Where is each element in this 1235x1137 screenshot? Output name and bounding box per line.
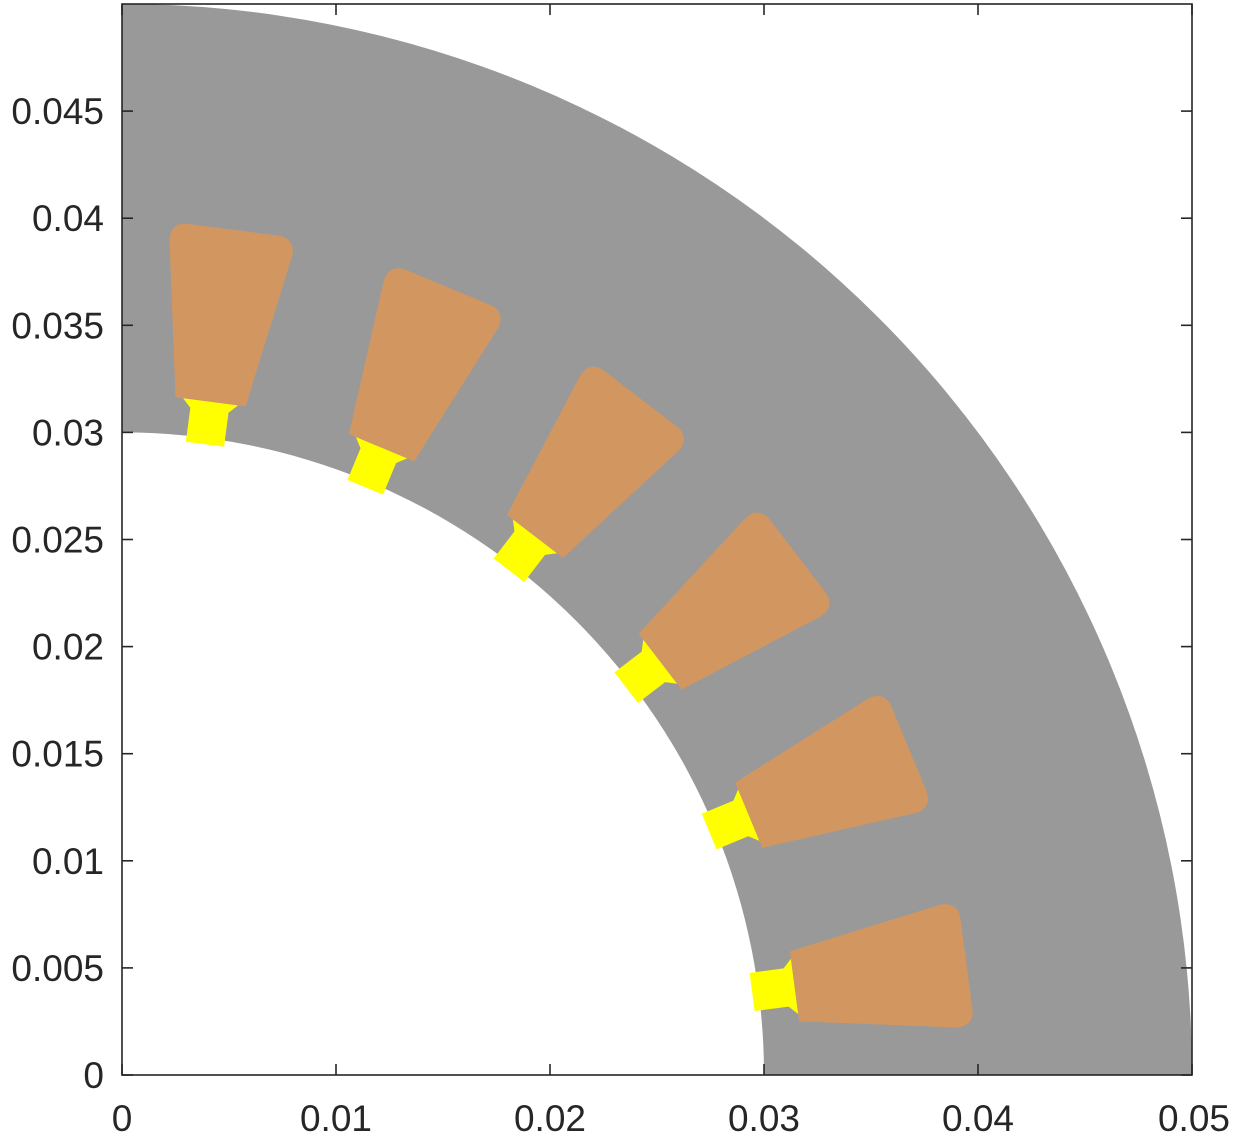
y-tick-label: 0.03 bbox=[32, 412, 104, 453]
slot-winding-1 bbox=[789, 904, 973, 1028]
slot-winding-4 bbox=[506, 366, 684, 558]
slot-opening-5 bbox=[347, 437, 408, 495]
x-tick-label: 0.01 bbox=[300, 1098, 372, 1137]
y-tick-labels: 0 0.005 0.01 0.015 0.02 0.025 0.03 0.035 0.04 0.0… bbox=[11, 91, 104, 1096]
slot-opening-3 bbox=[614, 639, 678, 704]
slot-winding-2 bbox=[735, 696, 929, 848]
slot-winding-3 bbox=[638, 512, 830, 690]
slot-winding-6 bbox=[169, 223, 293, 407]
slot-opening-4 bbox=[493, 519, 558, 583]
x-tick-label: 0.05 bbox=[1158, 1098, 1230, 1137]
y-tick-label: 0.04 bbox=[32, 198, 104, 239]
y-tick-label: 0.015 bbox=[11, 734, 104, 775]
y-tick-label: 0.01 bbox=[32, 841, 104, 882]
x-tick-label: 0 bbox=[112, 1098, 133, 1137]
stator-core bbox=[122, 4, 1192, 1075]
y-tick-label: 0.035 bbox=[11, 305, 104, 346]
x-tick-label: 0.02 bbox=[514, 1098, 586, 1137]
y-tick-label: 0.02 bbox=[32, 627, 104, 668]
slot-winding-5 bbox=[348, 268, 501, 462]
slot-opening-2 bbox=[701, 789, 760, 850]
y-tick-label: 0.025 bbox=[11, 520, 104, 561]
geometry-layer bbox=[122, 4, 1192, 1075]
y-tick-label: 0 bbox=[83, 1055, 104, 1096]
x-tick-label: 0.03 bbox=[728, 1098, 800, 1137]
x-tick-label: 0.04 bbox=[942, 1098, 1014, 1137]
y-tick-label: 0.005 bbox=[11, 948, 104, 989]
x-tick-labels: 0 0.01 0.02 0.03 0.04 0.05 bbox=[112, 1098, 1230, 1137]
axis-ticks bbox=[121, 4, 1193, 1076]
slot-opening-6 bbox=[182, 398, 239, 447]
y-tick-label: 0.045 bbox=[11, 91, 104, 132]
slot-opening-1 bbox=[749, 958, 799, 1014]
